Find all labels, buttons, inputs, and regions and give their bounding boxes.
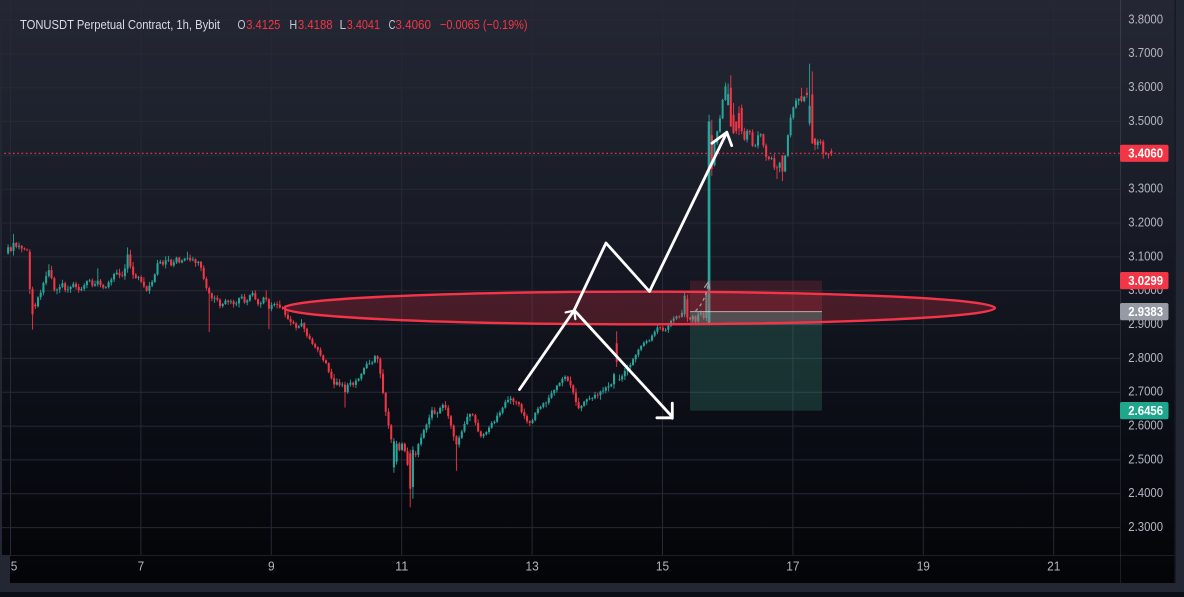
svg-text:3.4060: 3.4060 [1128,146,1163,161]
svg-text:7: 7 [138,558,145,573]
svg-text:TONUSDT Perpetual Contract, 1h: TONUSDT Perpetual Contract, 1h, Bybit [20,17,220,32]
svg-text:13: 13 [526,558,539,573]
svg-text:2.6456: 2.6456 [1128,403,1163,418]
svg-text:3.8000: 3.8000 [1128,11,1163,26]
svg-text:3.6000: 3.6000 [1128,79,1163,94]
svg-text:L: L [340,17,347,32]
svg-text:17: 17 [786,558,799,573]
svg-text:2.9383: 2.9383 [1128,304,1163,319]
svg-text:2.8000: 2.8000 [1128,350,1163,365]
svg-text:2.6000: 2.6000 [1128,418,1163,433]
svg-text:3.5000: 3.5000 [1128,113,1163,128]
svg-text:11: 11 [395,558,408,573]
svg-text:19: 19 [917,558,930,573]
svg-text:3.4041: 3.4041 [347,17,380,32]
svg-text:3.1000: 3.1000 [1128,248,1163,263]
svg-text:−0.0065 (−0.19%): −0.0065 (−0.19%) [440,17,528,32]
svg-text:3.4188: 3.4188 [298,17,333,32]
svg-text:15: 15 [656,558,669,573]
svg-text:5: 5 [11,558,18,573]
svg-text:3.4125: 3.4125 [246,17,280,32]
svg-text:21: 21 [1047,558,1060,573]
svg-text:9: 9 [268,558,275,573]
svg-text:O: O [238,17,246,32]
svg-text:2.3000: 2.3000 [1128,519,1163,534]
svg-text:H: H [289,17,297,32]
svg-text:3.3000: 3.3000 [1128,181,1163,196]
svg-text:3.0299: 3.0299 [1128,273,1163,288]
svg-text:3.4060: 3.4060 [395,17,431,32]
svg-text:3.2000: 3.2000 [1128,214,1163,229]
svg-text:2.5000: 2.5000 [1128,451,1163,466]
svg-text:2.7000: 2.7000 [1128,384,1163,399]
svg-text:3.7000: 3.7000 [1128,45,1163,60]
svg-text:2.4000: 2.4000 [1128,485,1163,500]
svg-text:C: C [389,17,396,32]
